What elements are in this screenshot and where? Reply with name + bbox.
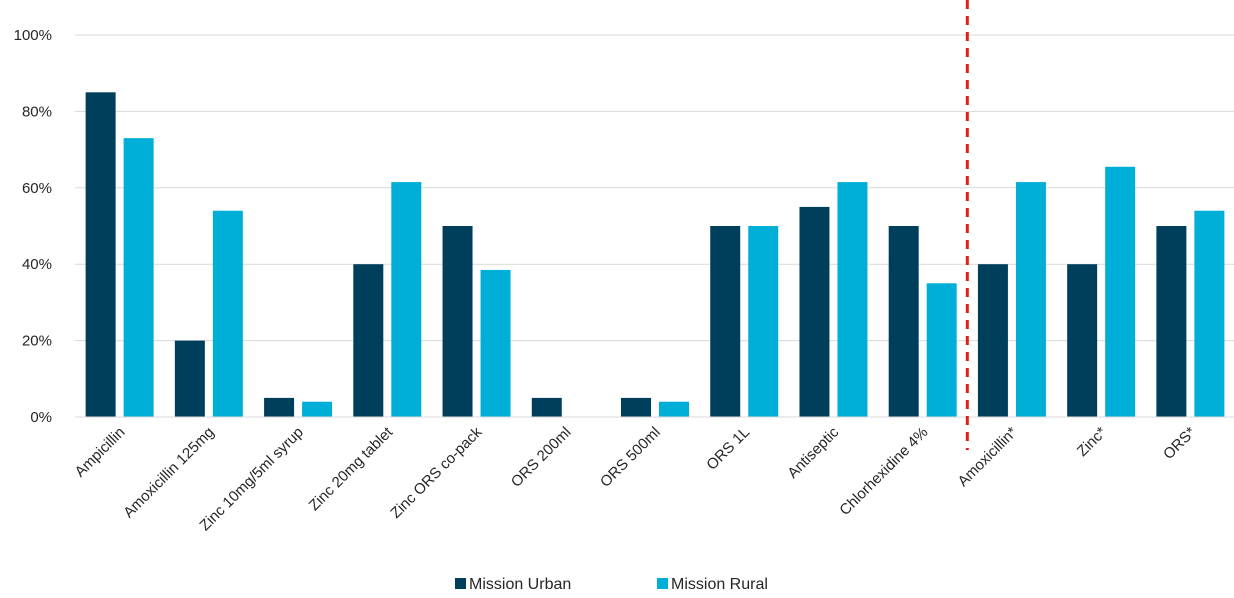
bar-mission-rural <box>926 283 957 417</box>
bar-mission-urban <box>710 226 741 417</box>
legend-label: Mission Urban <box>469 576 571 593</box>
y-tick-label: 80% <box>22 103 52 120</box>
x-tick-label: Zinc ORS co-pack <box>387 423 485 521</box>
bar-mission-urban <box>621 397 651 417</box>
bar-mission-rural <box>391 182 422 417</box>
bar-mission-rural <box>1105 166 1136 417</box>
bar-mission-rural <box>1015 182 1046 417</box>
bar-mission-rural <box>659 401 689 417</box>
bar-mission-urban <box>888 226 919 417</box>
y-tick-label: 40% <box>22 256 52 273</box>
x-tick-label: Zinc* <box>1074 424 1110 460</box>
x-tick-label: Amoxicillin* <box>955 424 1021 490</box>
x-tick-label: Ampicillin <box>72 424 129 481</box>
y-tick-label: 0% <box>30 409 52 426</box>
bar-mission-urban <box>977 264 1008 417</box>
bar-mission-rural <box>123 138 154 417</box>
bar-mission-rural <box>1194 210 1225 417</box>
bar-mission-urban <box>799 206 830 417</box>
bar-mission-urban <box>85 92 116 418</box>
y-tick-label: 60% <box>22 180 52 197</box>
legend-swatch <box>657 578 668 589</box>
x-tick-label: Chlorhexidine 4% <box>836 424 931 519</box>
bar-mission-rural <box>480 269 511 417</box>
y-tick-label: 20% <box>22 333 52 350</box>
x-tick-label: Zinc 20mg tablet <box>306 423 397 514</box>
x-tick-label: Amoxicillin 125mg <box>120 424 218 522</box>
bar-mission-urban <box>264 397 295 417</box>
bar-mission-rural <box>302 401 333 417</box>
y-axis-ticks: 0% 20% 40% 60% 80% 100% <box>14 27 52 426</box>
legend-swatch <box>455 578 466 589</box>
x-tick-label: ORS 500ml <box>597 424 664 491</box>
legend: Mission Urban Mission Rural <box>455 576 768 593</box>
y-tick-label: 100% <box>14 27 52 44</box>
x-tick-label: ORS 1L <box>703 424 753 474</box>
x-tick-label: Antiseptic <box>784 423 842 481</box>
bar-mission-urban <box>1067 264 1098 417</box>
bar-mission-urban <box>353 264 384 417</box>
bar-mission-urban <box>442 226 473 417</box>
bar-mission-rural <box>212 210 243 417</box>
legend-label: Mission Rural <box>671 576 768 593</box>
gridlines <box>75 34 1234 342</box>
bar-mission-rural <box>837 182 868 417</box>
x-tick-label: ORS* <box>1160 424 1199 463</box>
bar-mission-urban <box>1156 226 1187 417</box>
bars <box>85 92 1225 418</box>
bar-mission-urban <box>174 340 205 417</box>
bar-mission-rural <box>748 226 779 417</box>
bar-mission-urban <box>531 397 562 417</box>
x-tick-label: ORS 200ml <box>508 424 575 491</box>
